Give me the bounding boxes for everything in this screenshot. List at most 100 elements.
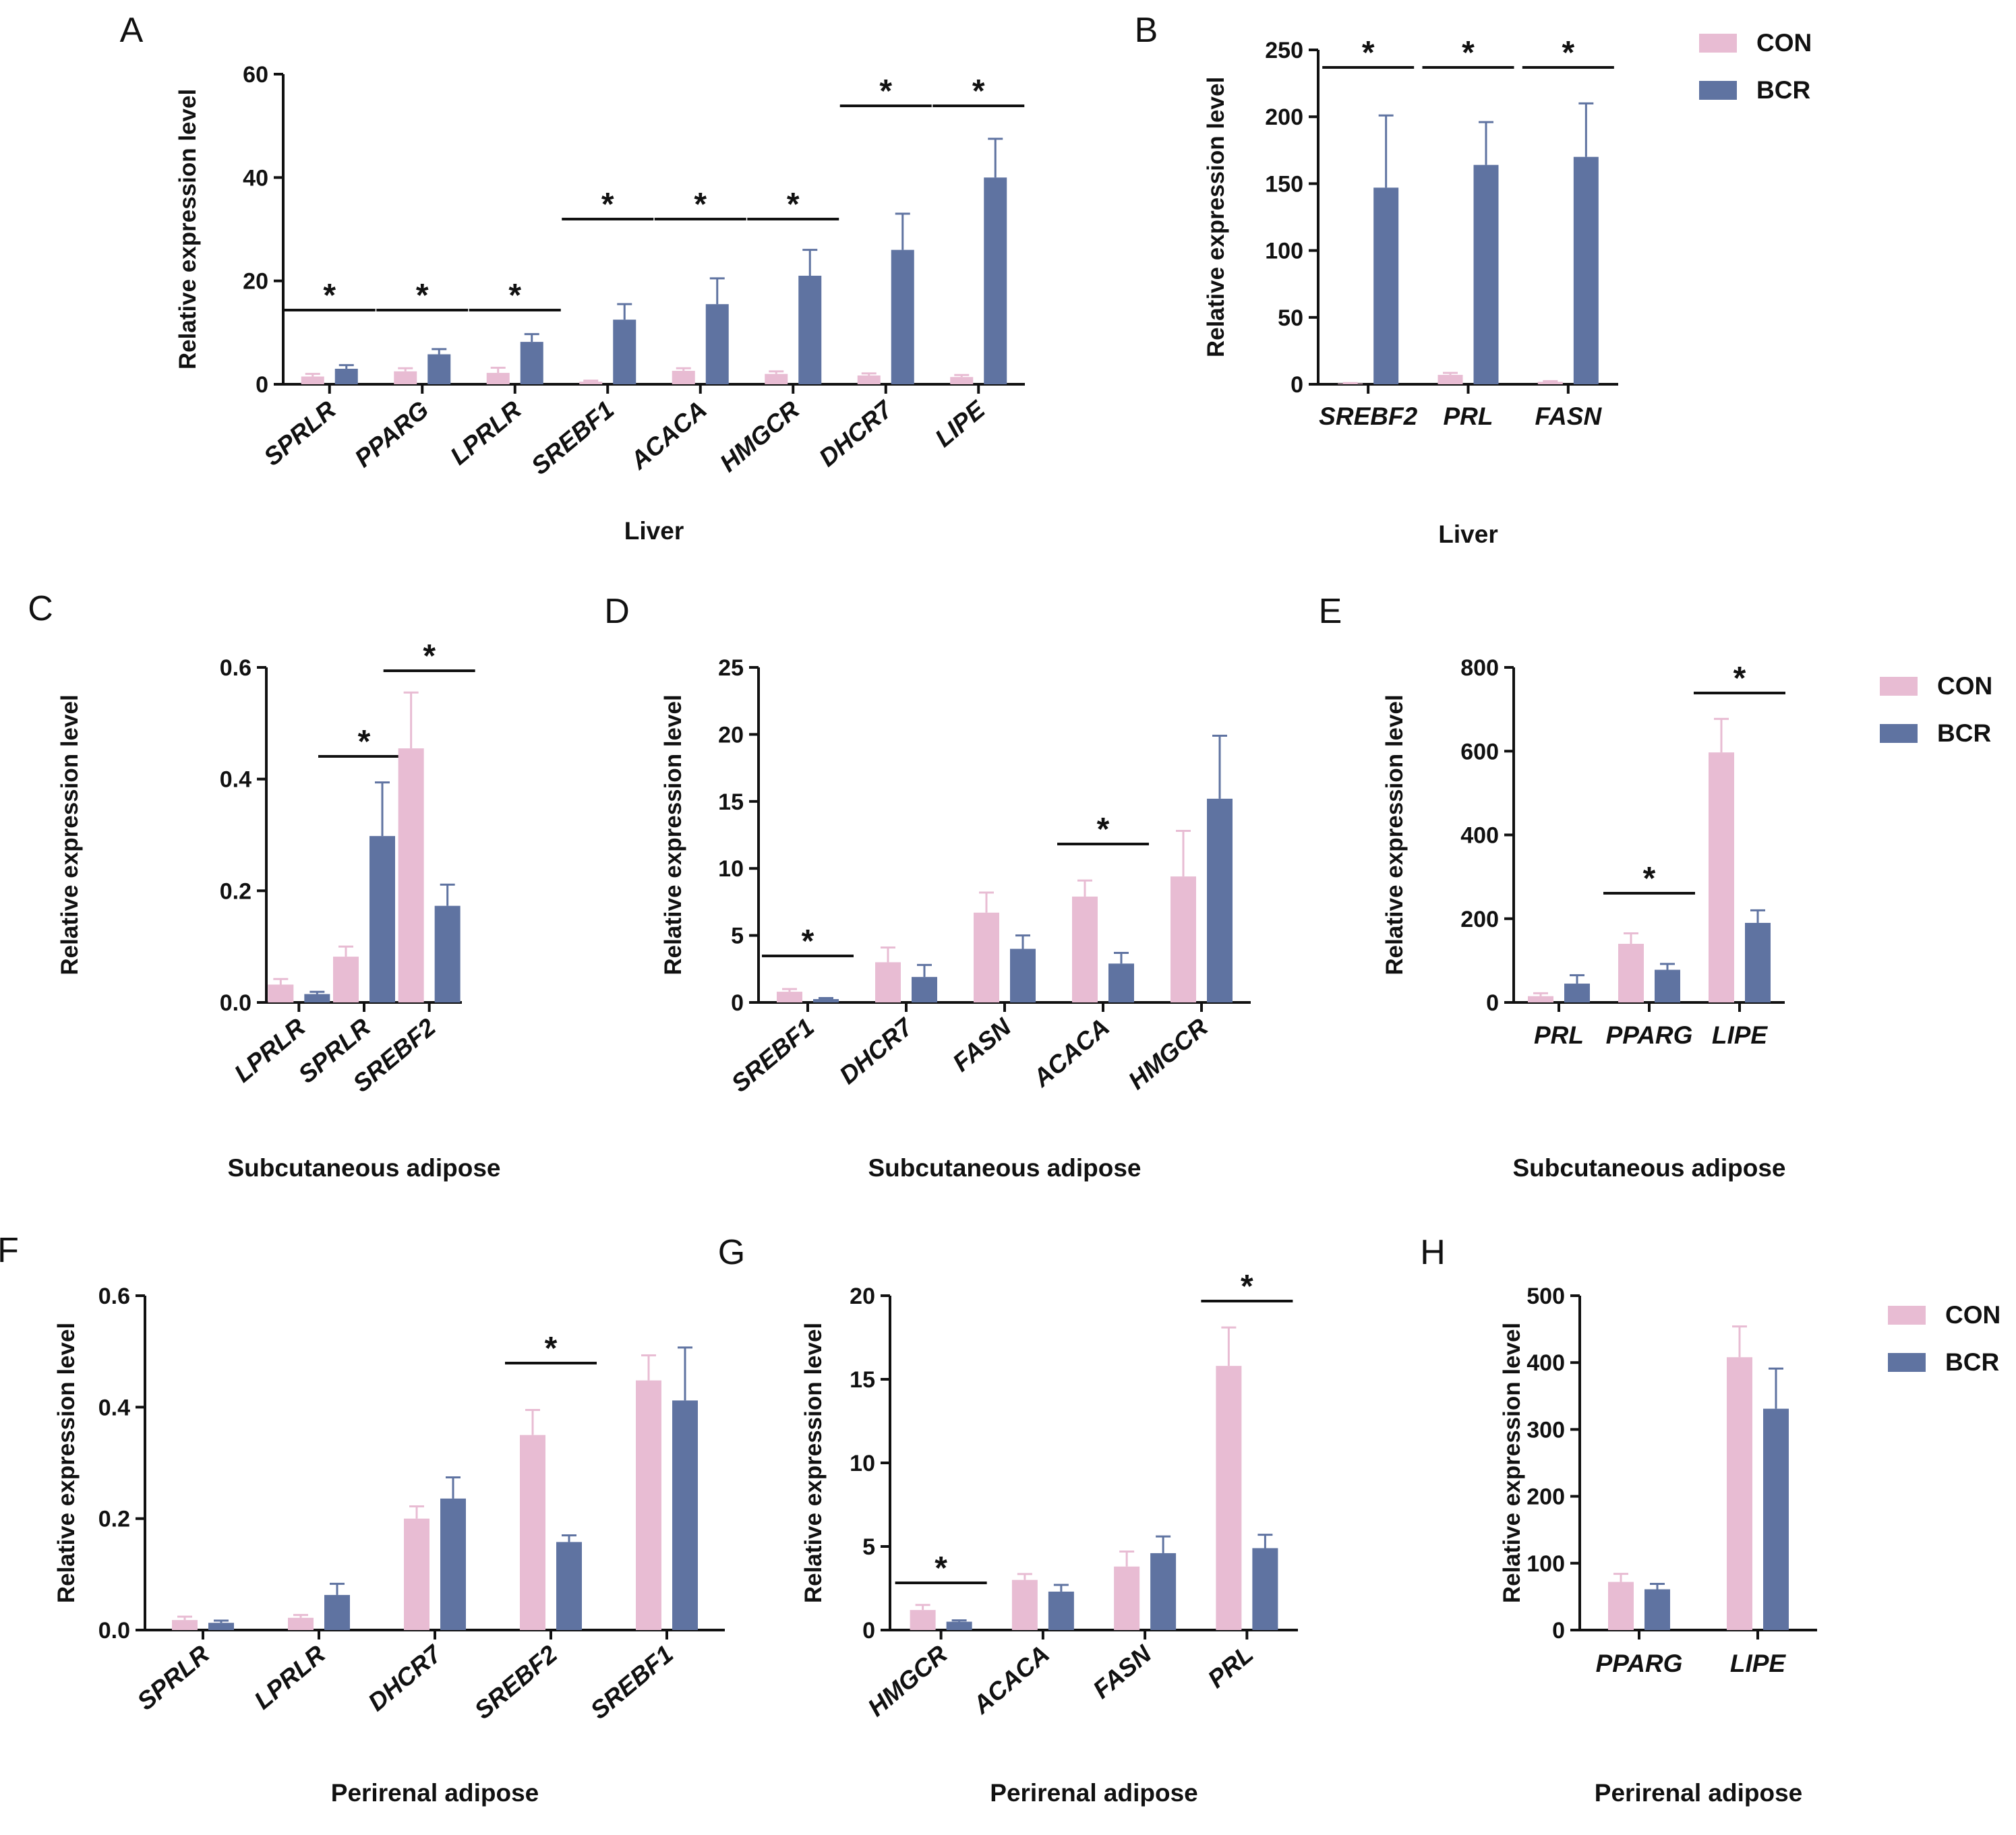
x-category-label: PRL <box>1534 1021 1584 1049</box>
significance-star: * <box>694 187 707 222</box>
x-category-label: FASN <box>947 1013 1017 1077</box>
x-category-label: LIPE <box>1730 1650 1787 1677</box>
y-tick-label: 0.6 <box>98 1284 130 1309</box>
x-category-label: ACACA <box>1028 1013 1115 1093</box>
bar-con <box>172 1620 198 1630</box>
y-tick-label: 800 <box>1460 655 1499 681</box>
y-axis-title: Relative expression level <box>175 89 201 369</box>
bar-con <box>404 1518 429 1630</box>
legend-swatch-bcr <box>1699 81 1737 100</box>
x-category-label: SREBF2 <box>469 1640 563 1724</box>
y-tick-label: 10 <box>718 856 744 882</box>
x-category-label: SPRLR <box>258 396 341 471</box>
bar-con <box>910 1610 936 1630</box>
x-category-label: LIPE <box>1712 1021 1769 1049</box>
bar-con <box>1437 375 1463 384</box>
bar-con <box>636 1380 661 1630</box>
y-tick-label: 40 <box>243 165 268 191</box>
y-axis-title: Relative expression level <box>1382 694 1408 975</box>
y-tick-label: 0 <box>862 1618 875 1644</box>
x-category-label: LIPE <box>930 395 990 452</box>
bar-con <box>1537 382 1563 384</box>
bar-con <box>1709 752 1734 1002</box>
bar-bcr <box>1010 949 1036 1002</box>
y-tick-label: 20 <box>718 722 744 748</box>
x-axis-title: Liver <box>624 517 684 545</box>
bar-con <box>777 992 802 1002</box>
legend-label-con: CON <box>1756 29 1812 57</box>
y-tick-label: 200 <box>1265 104 1303 130</box>
y-axis-title: Relative expression level <box>800 1323 827 1603</box>
bar-bcr <box>1564 984 1590 1002</box>
bar-bcr <box>1048 1591 1074 1630</box>
bar-bcr <box>427 354 451 384</box>
bar-con <box>579 382 603 384</box>
significance-star: * <box>601 187 614 222</box>
bar-bcr <box>1573 156 1599 384</box>
significance-star: * <box>423 638 436 674</box>
bar-bcr <box>304 994 330 1002</box>
y-tick-label: 600 <box>1460 739 1499 764</box>
bar-bcr <box>1252 1548 1278 1630</box>
bar-con <box>394 371 417 384</box>
bar-bcr <box>1763 1408 1789 1630</box>
y-tick-label: 250 <box>1265 38 1303 63</box>
x-category-label: PPARG <box>1606 1021 1693 1049</box>
bar-bcr <box>946 1621 972 1630</box>
bar-bcr <box>705 304 729 384</box>
y-tick-label: 300 <box>1526 1417 1565 1443</box>
y-tick-label: 15 <box>718 789 744 815</box>
legend-bottom: CON BCR <box>1888 1301 2000 1376</box>
y-tick-label: 0.0 <box>220 990 251 1016</box>
significance-star: * <box>1462 35 1475 71</box>
significance-star: * <box>1562 35 1574 71</box>
panel-a: A 0 20 40 60 Relative expression level Liver SP… <box>120 11 1025 545</box>
y-tick-label: 5 <box>731 924 744 949</box>
bar-bcr <box>334 369 358 384</box>
bar-bcr <box>1108 963 1134 1002</box>
panel-e: E 0 200 400 600 800 Relative expression level S… <box>1319 592 1786 1182</box>
significance-star: * <box>802 924 814 959</box>
significance-star: * <box>787 187 800 222</box>
x-axis-title: Subcutaneous adipose <box>227 1154 500 1182</box>
significance-star: * <box>1241 1269 1253 1304</box>
y-tick-label: 0.6 <box>220 655 251 681</box>
x-category-label: DHCR7 <box>363 1639 448 1716</box>
y-tick-label: 10 <box>850 1451 875 1476</box>
x-category-label: HMGCR <box>715 396 805 477</box>
significance-star: * <box>1362 35 1375 71</box>
y-tick-label: 150 <box>1265 171 1303 197</box>
x-category-label: LPRLR <box>229 1013 311 1088</box>
y-tick-label: 25 <box>718 655 744 681</box>
significance-star: * <box>358 724 371 760</box>
bar-bcr <box>1745 922 1771 1002</box>
panel-f: F 0.0 0.2 0.4 0.6 Relative expression level Pe… <box>0 1231 725 1807</box>
panel-c: C 0.0 0.2 0.4 0.6 Relative expression level Su… <box>28 589 500 1182</box>
significance-star: * <box>935 1551 947 1586</box>
y-axis-title: Relative expression level <box>660 694 686 975</box>
y-tick-label: 0 <box>1486 990 1499 1016</box>
significance-star: * <box>508 278 521 313</box>
y-tick-label: 0.2 <box>220 878 251 904</box>
y-tick-label: 0.4 <box>98 1395 130 1420</box>
x-axis-title: Subcutaneous adipose <box>868 1154 1141 1182</box>
legend-swatch-con <box>1699 34 1737 53</box>
bar-bcr <box>984 177 1007 384</box>
bar-bcr <box>1150 1553 1177 1630</box>
x-category-label: SREBF1 <box>585 1640 678 1724</box>
bar-con <box>1608 1582 1634 1630</box>
bar-con <box>1727 1357 1752 1630</box>
y-tick-label: 0.4 <box>220 767 251 793</box>
bar-bcr <box>208 1623 234 1630</box>
y-tick-label: 400 <box>1526 1350 1565 1376</box>
x-category-label: PRL <box>1444 402 1493 430</box>
x-category-label: SREBF2 <box>1319 402 1417 430</box>
bar-bcr <box>1473 164 1499 384</box>
panel-b: B 0 50 100 150 200 250 Relative expression leve… <box>1135 11 1618 548</box>
significance-star: * <box>879 73 892 109</box>
bar-con <box>520 1435 545 1630</box>
significance-star: * <box>1097 812 1110 847</box>
